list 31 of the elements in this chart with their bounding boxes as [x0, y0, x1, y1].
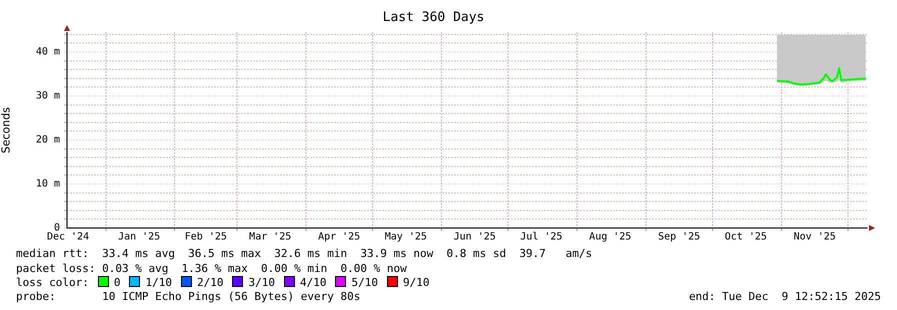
x-tick-label: Dec '24 [46, 232, 90, 243]
x-tick-label: May '25 [384, 232, 427, 243]
x-tick-label: Mar '25 [249, 232, 292, 243]
y-tick-label: 40 m [36, 46, 60, 58]
legend-label: 4/10 [300, 276, 326, 289]
y-tick-label: 0 [54, 222, 60, 234]
legend-title: loss color: [16, 276, 89, 289]
x-tick-label: Sep '25 [658, 232, 700, 243]
x-tick-label: Aug '25 [589, 232, 632, 243]
legend-label: 2/10 [196, 276, 224, 289]
text: packet loss: 0.03 % avg 1.36 % max 0.00 % min 0.00 % now [16, 262, 407, 275]
x-tick-label: Nov '25 [794, 232, 836, 243]
x-tick-label: Apr '25 [318, 232, 360, 243]
text: median rtt: 33.4 ms avg 36.5 ms max 32.6 ms min 33.9 ms now 0.8 ms sd 39.7 am/s [16, 247, 592, 260]
legend-label: 1/10 [145, 276, 172, 289]
x-tick-label: Jul '25 [520, 232, 562, 243]
text: probe: 10 ICMP Echo Pings (56 Bytes) every 80s [16, 290, 360, 303]
x-tick-label: Jun '25 [454, 232, 496, 243]
legend-label: 3/10 [248, 276, 275, 289]
legend-label: 5/10 [351, 276, 378, 289]
y-tick-label: 10 m [36, 178, 60, 190]
x-tick-label: Feb '25 [184, 232, 227, 243]
legend-label: 9/10 [402, 276, 430, 289]
text: end: Tue Dec 9 12:52:15 2025 [688, 290, 881, 303]
legend-label: 0 [114, 276, 120, 289]
y-axis-title: Seconds [0, 106, 12, 154]
chart-title: Last 360 Days [382, 10, 484, 26]
x-tick-label: Jan '25 [118, 232, 160, 243]
x-tick-label: Oct '25 [724, 232, 767, 243]
y-tick-label: 30 m [36, 90, 60, 102]
y-tick-label: 20 m [36, 134, 60, 146]
